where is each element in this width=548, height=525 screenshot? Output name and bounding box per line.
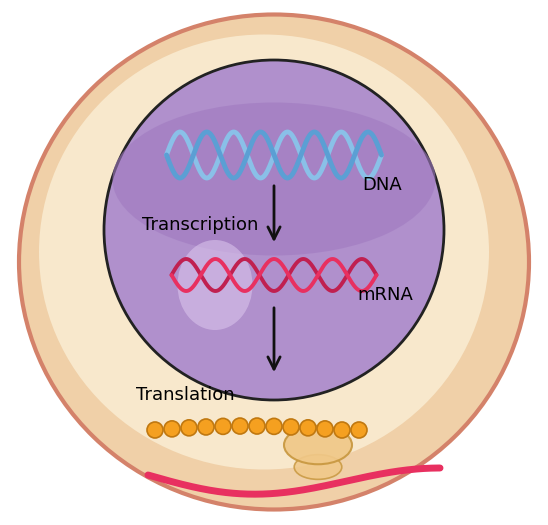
Ellipse shape — [19, 15, 529, 509]
Circle shape — [351, 422, 367, 438]
Circle shape — [283, 419, 299, 435]
Circle shape — [249, 418, 265, 434]
Text: Transcription: Transcription — [142, 216, 258, 234]
Circle shape — [266, 418, 282, 434]
Circle shape — [147, 422, 163, 438]
Ellipse shape — [178, 240, 253, 330]
Circle shape — [300, 420, 316, 436]
Ellipse shape — [39, 35, 489, 469]
Text: DNA: DNA — [362, 176, 402, 194]
Circle shape — [232, 418, 248, 434]
Text: mRNA: mRNA — [357, 286, 413, 304]
Ellipse shape — [104, 60, 444, 400]
Text: Translation: Translation — [136, 386, 235, 404]
Circle shape — [215, 418, 231, 434]
Ellipse shape — [294, 455, 342, 479]
Circle shape — [164, 421, 180, 437]
Circle shape — [181, 420, 197, 436]
Ellipse shape — [284, 426, 352, 464]
Circle shape — [198, 419, 214, 435]
Ellipse shape — [112, 102, 436, 256]
Circle shape — [317, 421, 333, 437]
Circle shape — [334, 422, 350, 438]
